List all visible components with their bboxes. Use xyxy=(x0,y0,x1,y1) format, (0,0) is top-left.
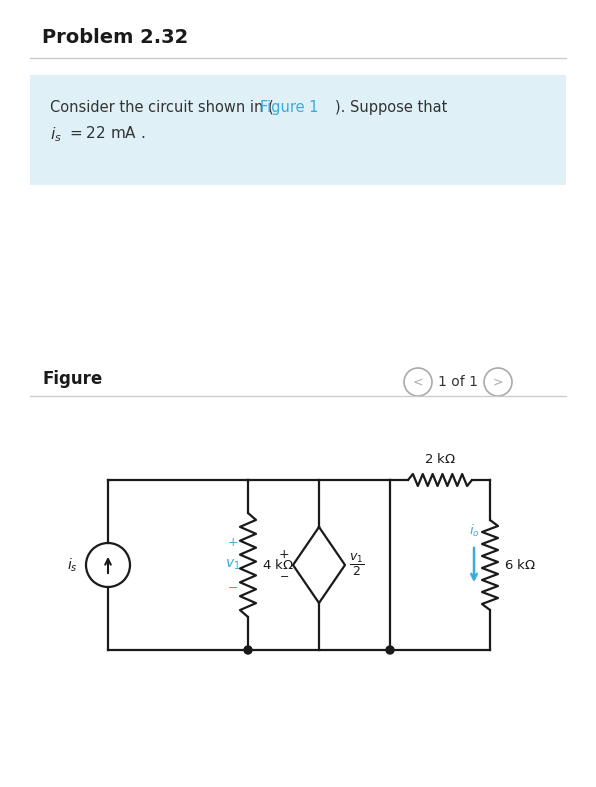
Text: Figure 1: Figure 1 xyxy=(260,100,318,115)
Text: $i_s$: $i_s$ xyxy=(67,556,78,574)
Text: >: > xyxy=(493,375,503,389)
Text: $+$: $+$ xyxy=(226,537,238,549)
Text: $i_s$: $i_s$ xyxy=(50,125,62,144)
Text: Problem 2.32: Problem 2.32 xyxy=(42,28,188,47)
Circle shape xyxy=(244,646,252,654)
Text: $+$: $+$ xyxy=(278,549,289,561)
Text: $= 22\ \mathrm{mA}\ .$: $= 22\ \mathrm{mA}\ .$ xyxy=(67,125,145,141)
Text: <: < xyxy=(413,375,423,389)
Text: $-$: $-$ xyxy=(279,570,289,580)
Text: $4\ \mathrm{k\Omega}$: $4\ \mathrm{k\Omega}$ xyxy=(262,558,294,572)
Circle shape xyxy=(386,646,394,654)
Text: $6\ \mathrm{k\Omega}$: $6\ \mathrm{k\Omega}$ xyxy=(504,558,536,572)
Text: Figure: Figure xyxy=(42,370,103,388)
Text: ). Suppose that: ). Suppose that xyxy=(335,100,448,115)
Text: 1 of 1: 1 of 1 xyxy=(438,375,478,389)
Text: $2\ \mathrm{k\Omega}$: $2\ \mathrm{k\Omega}$ xyxy=(424,452,456,466)
Text: $v_1$: $v_1$ xyxy=(225,558,240,572)
Text: Consider the circuit shown in (: Consider the circuit shown in ( xyxy=(50,100,274,115)
Text: $-$: $-$ xyxy=(227,581,238,593)
Text: $\dfrac{v_1}{2}$: $\dfrac{v_1}{2}$ xyxy=(349,552,364,578)
Text: $i_o$: $i_o$ xyxy=(468,523,479,539)
FancyBboxPatch shape xyxy=(30,75,566,185)
